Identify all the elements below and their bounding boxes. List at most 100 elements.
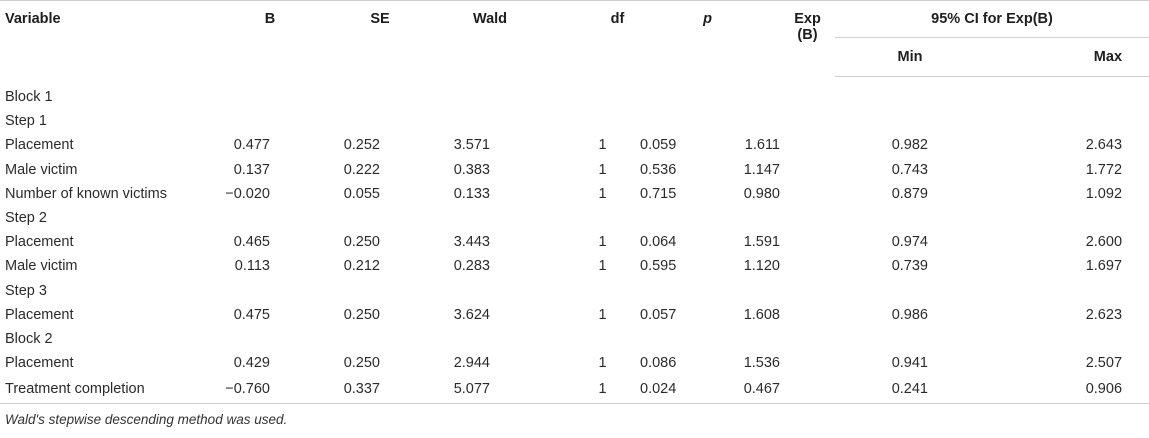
- cell-variable: Male victim: [5, 258, 78, 275]
- cell-exp-b: 1.591: [743, 234, 780, 251]
- header-exp-b: Exp (B): [725, 0, 835, 77]
- table-footnote: Wald's stepwise descending method was us…: [5, 412, 288, 428]
- cell-ci-min: 0.241: [835, 375, 950, 405]
- cell-df: 1: [598, 306, 607, 323]
- results-table-container: Variable B SE Wald df p Exp (B) 95% CI f…: [0, 0, 1149, 427]
- group-label-row: Step 2: [0, 206, 1149, 230]
- header-wald: Wald: [435, 0, 545, 77]
- group-label: Step 2: [5, 210, 47, 227]
- cell-se: 0.250: [343, 234, 380, 251]
- cell-exp-b: 1.608: [743, 306, 780, 323]
- cell-df: 1: [598, 355, 607, 372]
- cell-b: −0.020: [225, 185, 270, 202]
- header-row-primary: Variable B SE Wald df p Exp (B) 95% CI f…: [0, 0, 1149, 77]
- cell-df: 1: [598, 185, 607, 202]
- cell-ci-max: 2.600: [1085, 234, 1123, 251]
- cell-variable: Treatment completion: [0, 375, 215, 405]
- group-label: Block 2: [5, 330, 53, 347]
- cell-p: 0.064: [640, 234, 677, 251]
- cell-se: 0.337: [325, 375, 435, 405]
- cell-p: 0.057: [640, 306, 677, 323]
- cell-ci-min: 0.982: [891, 137, 928, 154]
- cell-df: 1: [598, 258, 607, 275]
- cell-p: 0.059: [640, 137, 677, 154]
- cell-ci-min: 0.986: [891, 306, 928, 323]
- table-row: Placement 0.477 0.252 3.571 1 0.059 1.611 0.982…: [0, 133, 1149, 157]
- cell-b: 0.465: [233, 234, 270, 251]
- cell-df: 1: [598, 161, 607, 178]
- cell-df: 1: [545, 375, 635, 405]
- cell-ci-max: 1.772: [1085, 161, 1123, 178]
- cell-exp-b: 1.611: [744, 137, 780, 154]
- cell-wald: 2.944: [453, 355, 490, 372]
- table-row: Placement 0.465 0.250 3.443 1 0.064 1.591 0.974…: [0, 230, 1149, 254]
- cell-wald: 0.383: [453, 161, 490, 178]
- cell-ci-min: 0.879: [891, 185, 928, 202]
- cell-variable: Placement: [5, 137, 74, 154]
- cell-df: 1: [598, 137, 607, 154]
- cell-wald: 5.077: [435, 375, 545, 405]
- cell-variable: Male victim: [5, 161, 78, 178]
- header-df: df: [545, 0, 635, 77]
- header-row-secondary: Min Max: [0, 37, 1149, 77]
- cell-b: −0.760: [215, 375, 325, 405]
- header-se: SE: [325, 0, 435, 77]
- table-row: Treatment completion −0.760 0.337 5.077 1 0.0…: [0, 375, 1149, 405]
- cell-b: 0.477: [233, 137, 270, 154]
- cell-ci-max: 1.092: [1085, 185, 1123, 202]
- cell-b: 0.429: [233, 355, 270, 372]
- cell-ci-min: 0.974: [891, 234, 928, 251]
- header-p: p: [635, 0, 725, 77]
- cell-df: 1: [598, 234, 607, 251]
- cell-ci-max: 2.623: [1085, 306, 1123, 323]
- table-body: Block 1 Step 1 Placement 0.477 0.252 3.571 1 0.…: [0, 77, 1149, 405]
- cell-wald: 3.443: [453, 234, 490, 251]
- cell-ci-max: 0.906: [950, 375, 1149, 405]
- cell-b: 0.475: [233, 306, 270, 323]
- cell-exp-b: 1.147: [743, 161, 780, 178]
- cell-ci-max: 2.507: [1085, 355, 1123, 372]
- cell-p: 0.024: [635, 375, 725, 405]
- cell-se: 0.222: [343, 161, 380, 178]
- cell-ci-min: 0.739: [891, 258, 928, 275]
- header-ci-group: 95% CI for Exp(B): [835, 0, 1149, 38]
- cell-p: 0.595: [640, 258, 677, 275]
- header-b: B: [215, 0, 325, 77]
- table-row: Number of known victims −0.020 0.055 0.133 1…: [0, 182, 1149, 206]
- logistic-regression-table: Variable B SE Wald df p Exp (B) 95% CI f…: [0, 0, 1149, 405]
- table-row: Placement 0.429 0.250 2.944 1 0.086 1.536 0.941…: [0, 351, 1149, 375]
- cell-ci-min: 0.941: [891, 355, 928, 372]
- table-row: Placement 0.475 0.250 3.624 1 0.057 1.608 0.986…: [0, 303, 1149, 327]
- cell-ci-max: 2.643: [1085, 137, 1123, 154]
- header-variable: Variable: [0, 0, 215, 77]
- cell-variable: Placement: [5, 355, 74, 372]
- group-label: Step 3: [5, 282, 47, 299]
- table-row: Male victim 0.137 0.222 0.383 1 0.536 1.147 0.7…: [0, 158, 1149, 182]
- table-row: Male victim 0.113 0.212 0.283 1 0.595 1.120 0.7…: [0, 254, 1149, 278]
- group-label-row: Block 1: [0, 77, 1149, 110]
- group-label-row: Block 2: [0, 327, 1149, 351]
- group-label: Block 1: [5, 89, 53, 106]
- cell-se: 0.055: [343, 185, 380, 202]
- cell-p: 0.536: [640, 161, 677, 178]
- cell-se: 0.250: [343, 306, 380, 323]
- cell-exp-b: 1.120: [743, 258, 780, 275]
- cell-wald: 3.571: [453, 137, 490, 154]
- cell-exp-b: 1.536: [743, 355, 780, 372]
- table-header: Variable B SE Wald df p Exp (B) 95% CI f…: [0, 0, 1149, 77]
- cell-wald: 0.283: [453, 258, 490, 275]
- cell-b: 0.113: [234, 258, 270, 275]
- cell-p: 0.086: [640, 355, 677, 372]
- cell-wald: 0.133: [453, 185, 490, 202]
- header-ci-max: Max: [950, 37, 1149, 77]
- cell-se: 0.252: [343, 137, 380, 154]
- header-ci-min: Min: [835, 37, 950, 77]
- group-label-row: Step 1: [0, 109, 1149, 133]
- cell-se: 0.250: [343, 355, 380, 372]
- cell-se: 0.212: [343, 258, 380, 275]
- cell-wald: 3.624: [453, 306, 490, 323]
- group-label: Step 1: [5, 113, 47, 130]
- cell-variable: Placement: [5, 234, 74, 251]
- cell-variable: Number of known victims: [5, 185, 167, 202]
- cell-p: 0.715: [640, 185, 677, 202]
